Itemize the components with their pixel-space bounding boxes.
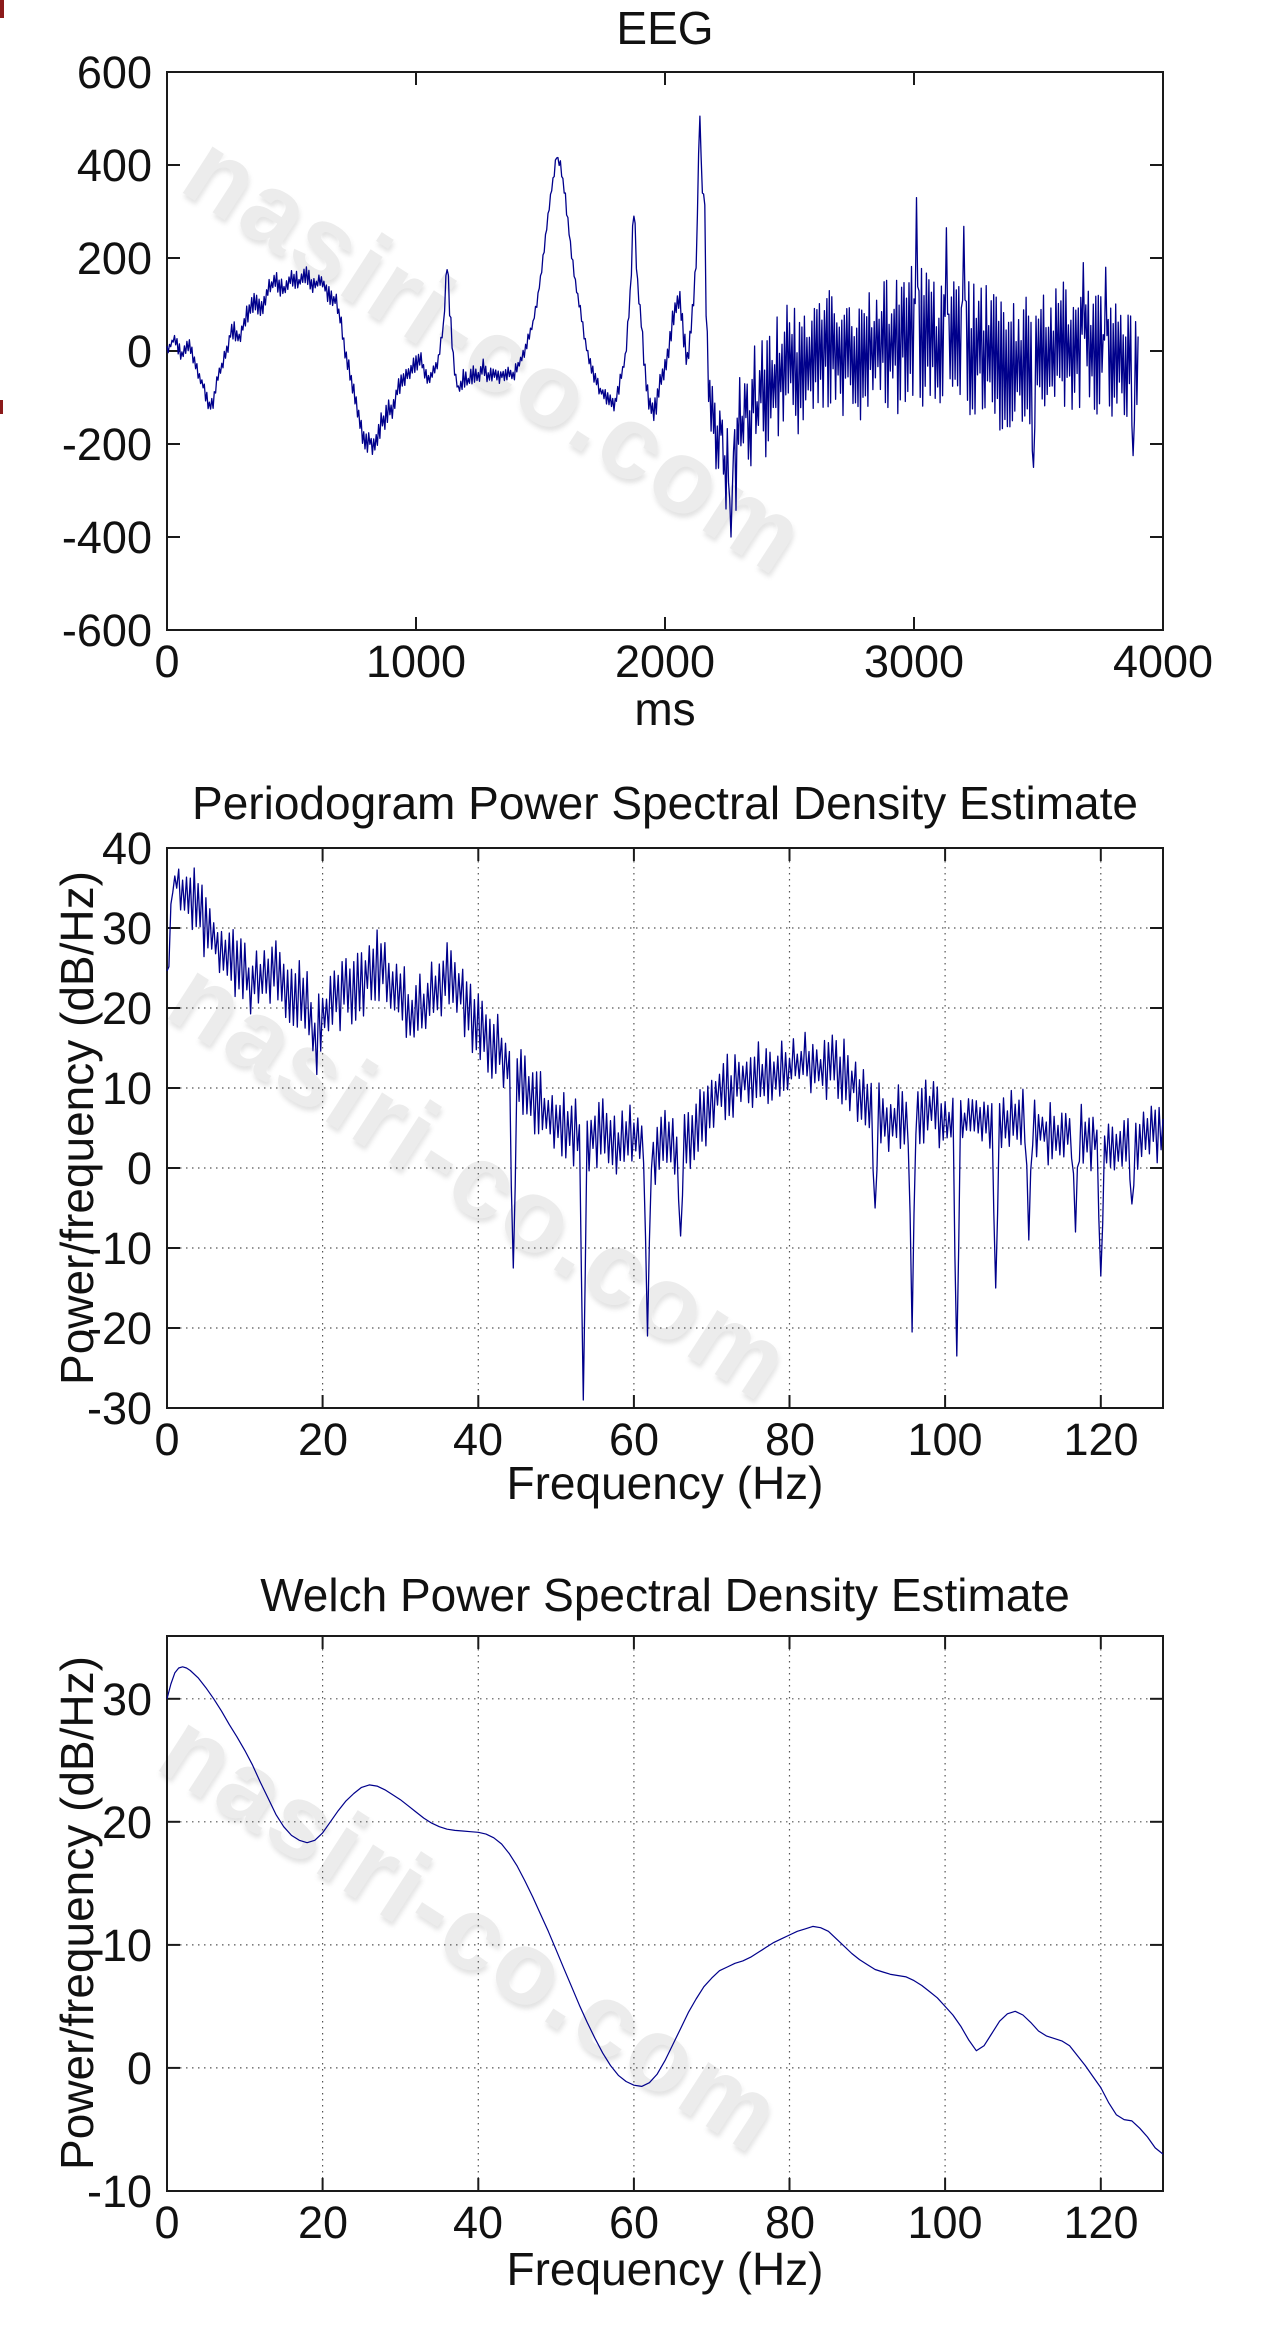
plot3-yaxis-label: Power/frequency (dB/Hz) [51,1656,103,2170]
plot2-x-tick-label: 40 [452,1414,504,1465]
plot1-xaxis-label: ms [634,683,696,735]
plot3-x-tick-label: 20 [297,2197,349,2248]
scan-artifact [0,0,4,18]
scan-artifact [0,400,3,414]
plot2-y-tick-label: 30 [101,903,152,954]
plot2 [166,847,1164,1409]
plot1-y-tick-label: 0 [126,326,152,377]
plot2-x-tick-label: 80 [764,1414,816,1465]
plot1-y-tick-label: 600 [76,47,152,98]
plot2-y-tick-label: -20 [86,1303,152,1354]
plot1 [166,71,1164,631]
plot2-x-tick-label: 100 [907,1414,983,1465]
plot2-y-tick-label: 0 [126,1143,152,1194]
plot3-y-tick-label: 10 [101,1920,152,1971]
plot2-y-tick-label: 40 [101,823,152,874]
plot2-y-tick-label: 10 [101,1063,152,1114]
plot1-x-tick-label: 3000 [863,636,965,687]
plot3-x-tick-label: 80 [764,2197,816,2248]
plot3-x-tick-label: 40 [452,2197,504,2248]
plot3-x-tick-label: 100 [907,2197,983,2248]
plot1-y-tick-label: 200 [76,233,152,284]
plot2-x-tick-label: 60 [608,1414,660,1465]
plot3-y-tick-label: -10 [86,2166,152,2217]
plot1-y-tick-label: -400 [61,512,152,563]
plot3-y-tick-label: 30 [101,1674,152,1725]
eeg-signal [166,115,1139,538]
plot3 [166,1635,1164,2192]
plot1-y-tick-label: -600 [61,605,152,656]
plot3-title: Welch Power Spectral Density Estimate [260,1569,1070,1621]
plot1-y-tick-label: -200 [61,419,152,470]
plot1-x-tick-label: 0 [154,636,180,687]
plot2-yaxis-label: Power/frequency (dB/Hz) [51,871,103,1385]
plot3-y-tick-label: 0 [126,2043,152,2094]
plot3-y-tick-label: 20 [101,1797,152,1848]
welch-psd [166,1666,1164,2155]
plot2-y-tick-label: 20 [101,983,152,1034]
plot2-y-tick-label: -10 [86,1223,152,1274]
plot1-x-tick-label: 4000 [1112,636,1214,687]
plot2-x-tick-label: 0 [154,1414,180,1465]
periodogram-psd [166,867,1164,1401]
axes-box [166,1635,1164,2192]
plot1-x-tick-label: 1000 [365,636,467,687]
plot3-x-tick-label: 120 [1063,2197,1139,2248]
plot3-x-tick-label: 60 [608,2197,660,2248]
plot1-y-tick-label: 400 [76,140,152,191]
plot1-x-tick-label: 2000 [614,636,716,687]
plot3-xaxis-label: Frequency (Hz) [506,2243,824,2295]
plot3-x-tick-label: 0 [154,2197,180,2248]
plot2-xaxis-label: Frequency (Hz) [506,1457,824,1509]
plot1-title: EEG [616,2,714,54]
plot2-y-tick-label: -30 [86,1383,152,1434]
plot2-title: Periodogram Power Spectral Density Estim… [192,777,1138,829]
plot2-x-tick-label: 120 [1063,1414,1139,1465]
plot2-x-tick-label: 20 [297,1414,349,1465]
